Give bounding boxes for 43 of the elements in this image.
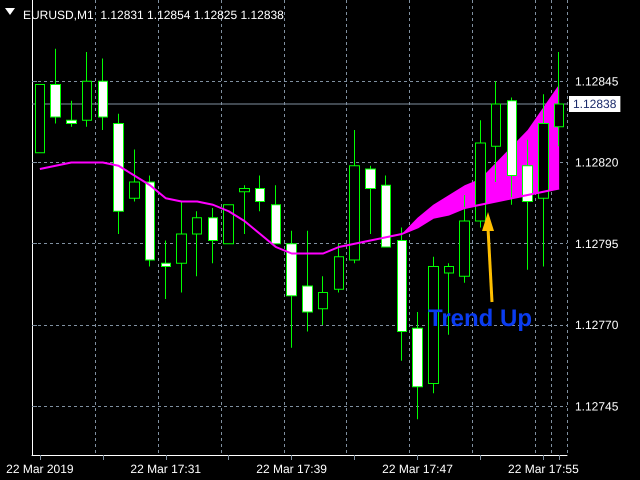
y-tick-label: 1.12795	[575, 236, 619, 251]
candlestick	[113, 113, 124, 234]
y-tick-label: 1.12820	[575, 156, 619, 170]
y-tick-label: 1.12770	[575, 318, 619, 332]
x-tick-label: 22 Mar 17:47	[382, 462, 454, 476]
candlestick	[538, 94, 549, 267]
x-tick-label: 22 Mar 2019	[6, 462, 74, 476]
candlestick	[208, 208, 218, 264]
candlestick	[66, 100, 77, 128]
candlestick	[475, 120, 486, 228]
candlestick	[35, 84, 45, 154]
candlestick	[176, 201, 187, 293]
candlestick	[522, 139, 533, 270]
candlestick	[161, 240, 171, 300]
candlestick	[271, 184, 281, 244]
candlestick	[318, 276, 328, 326]
candlestick	[82, 52, 92, 128]
candlestick	[129, 149, 140, 202]
candlestick	[302, 230, 313, 332]
candlestick	[192, 210, 202, 277]
candlestick	[554, 52, 564, 147]
candlestick	[459, 194, 470, 284]
candlestick	[334, 243, 344, 293]
candlestick	[381, 175, 391, 248]
candlestick	[145, 175, 155, 267]
candlestick	[491, 80, 501, 182]
candlestick	[349, 130, 360, 264]
x-tick-label: 22 Mar 17:31	[130, 462, 202, 476]
candlestick	[365, 165, 376, 234]
candlestick	[507, 97, 517, 206]
candlestick	[286, 230, 297, 348]
y-tick-label: 1.12745	[575, 399, 619, 414]
candlestick	[412, 312, 423, 420]
candlestick	[223, 204, 234, 244]
ref-line-label: 1.12838	[573, 97, 617, 111]
candlestick	[98, 58, 108, 130]
x-tick-label: 22 Mar 17:55	[508, 462, 580, 476]
x-tick-label: 22 Mar 17:39	[256, 462, 328, 476]
y-tick-label: 1.12845	[575, 74, 619, 88]
candlestick	[50, 48, 61, 124]
candlestick	[255, 175, 265, 212]
candlestick	[239, 184, 250, 234]
candlestick	[397, 227, 407, 362]
